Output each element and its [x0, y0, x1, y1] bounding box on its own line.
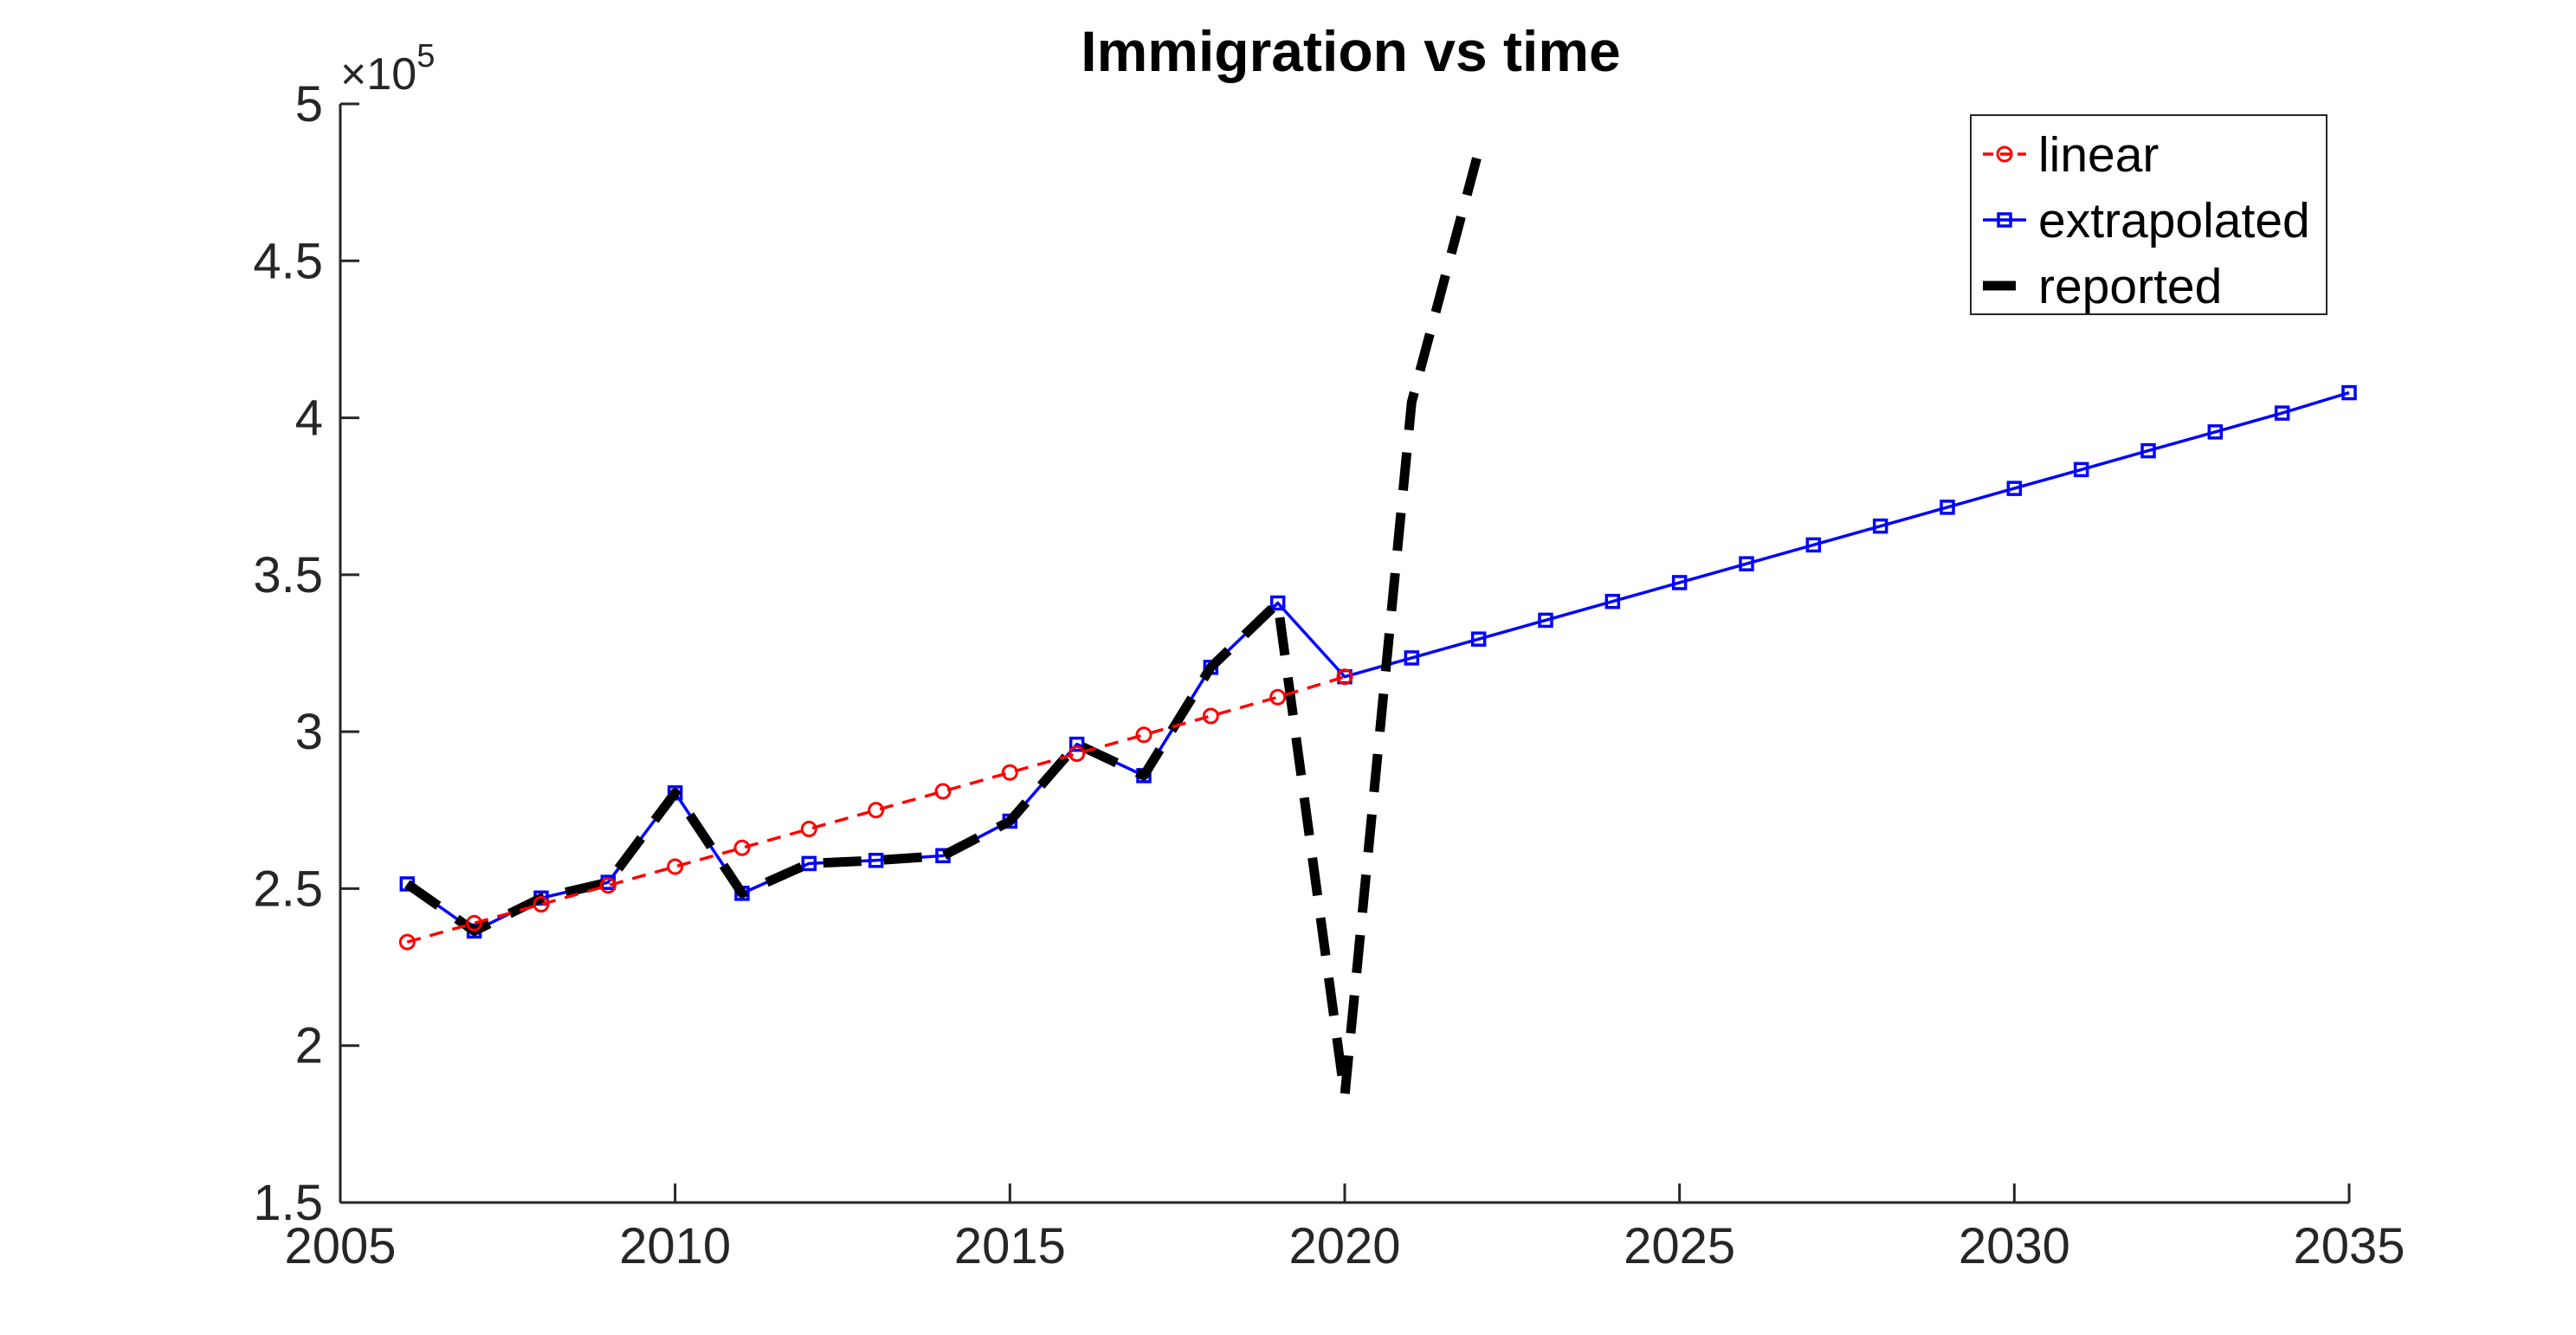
point-extrapolated: [1269, 595, 1286, 611]
point-linear: [733, 839, 751, 856]
point-extrapolated: [2006, 480, 2023, 496]
series-layer: [398, 149, 2357, 1101]
x-tick-label: 2005: [284, 1218, 396, 1274]
y-tick-label: 3: [295, 704, 323, 760]
legend-marker-extrapolated: [1997, 212, 2012, 228]
point-extrapolated: [1739, 556, 1754, 571]
point-linear: [1001, 764, 1018, 781]
point-extrapolated: [1940, 500, 1955, 515]
point-extrapolated: [868, 853, 884, 868]
y-tick-label: 4.5: [253, 233, 323, 289]
x-tick-label: 2025: [1624, 1218, 1735, 1274]
y-exponent-power: 5: [416, 38, 435, 74]
point-extrapolated: [1470, 631, 1487, 647]
point-linear: [466, 914, 483, 932]
point-linear: [1068, 745, 1086, 763]
series-line-reported: [404, 149, 1484, 1101]
legend-box: [1970, 114, 2327, 315]
point-linear: [533, 896, 550, 913]
point-linear: [868, 802, 885, 819]
point-linear: [599, 877, 617, 894]
y-tick-label: 1.5: [253, 1175, 323, 1231]
x-tick-label: 2030: [1959, 1218, 2070, 1274]
point-extrapolated: [2341, 384, 2357, 401]
point-linear: [398, 933, 416, 951]
legend-marker-linear: [1996, 145, 2013, 163]
point-linear: [667, 858, 684, 875]
legend-label-extrapolated: extrapolated: [2038, 193, 2310, 248]
point-extrapolated: [1538, 612, 1553, 629]
point-extrapolated: [1872, 518, 1888, 534]
point-linear: [1269, 688, 1287, 706]
y-tick-label: 2.5: [253, 861, 323, 917]
point-extrapolated: [1805, 537, 1822, 553]
x-tick-label: 2015: [954, 1218, 1066, 1274]
point-extrapolated: [1671, 575, 1688, 590]
y-exponent-base: ×10: [340, 49, 416, 100]
x-tick-label: 2010: [619, 1218, 731, 1274]
point-linear: [1202, 707, 1219, 725]
y-tick-label: 5: [295, 76, 323, 132]
point-linear: [800, 821, 817, 838]
point-extrapolated: [2140, 442, 2156, 459]
legend: linear extrapolated reported: [1970, 114, 2327, 315]
point-extrapolated: [1068, 736, 1085, 752]
point-linear: [1135, 726, 1152, 744]
point-extrapolated: [1404, 650, 1420, 666]
y-tick-label: 2: [295, 1018, 323, 1074]
axes: 2005 2010 2015 2020 2025 2030 2035 1.5 2 2.5 3 3.5 4…: [253, 76, 2405, 1274]
legend-label-reported: reported: [2038, 259, 2222, 314]
x-tick-label: 2035: [2293, 1218, 2405, 1274]
point-extrapolated: [801, 855, 817, 872]
point-extrapolated: [2274, 405, 2290, 421]
y-tick-label: 3.5: [253, 547, 323, 603]
point-extrapolated: [2073, 461, 2089, 478]
point-extrapolated: [1604, 593, 1621, 609]
y-exponent-label: ×105: [340, 38, 435, 100]
x-tick-label: 2020: [1288, 1218, 1400, 1274]
y-tick-label: 4: [295, 390, 323, 447]
point-linear: [1336, 668, 1353, 686]
chart-title: Immigration vs time: [1081, 19, 1621, 83]
point-linear: [934, 783, 952, 800]
point-extrapolated: [2207, 424, 2224, 440]
legend-label-linear: linear: [2038, 127, 2159, 183]
